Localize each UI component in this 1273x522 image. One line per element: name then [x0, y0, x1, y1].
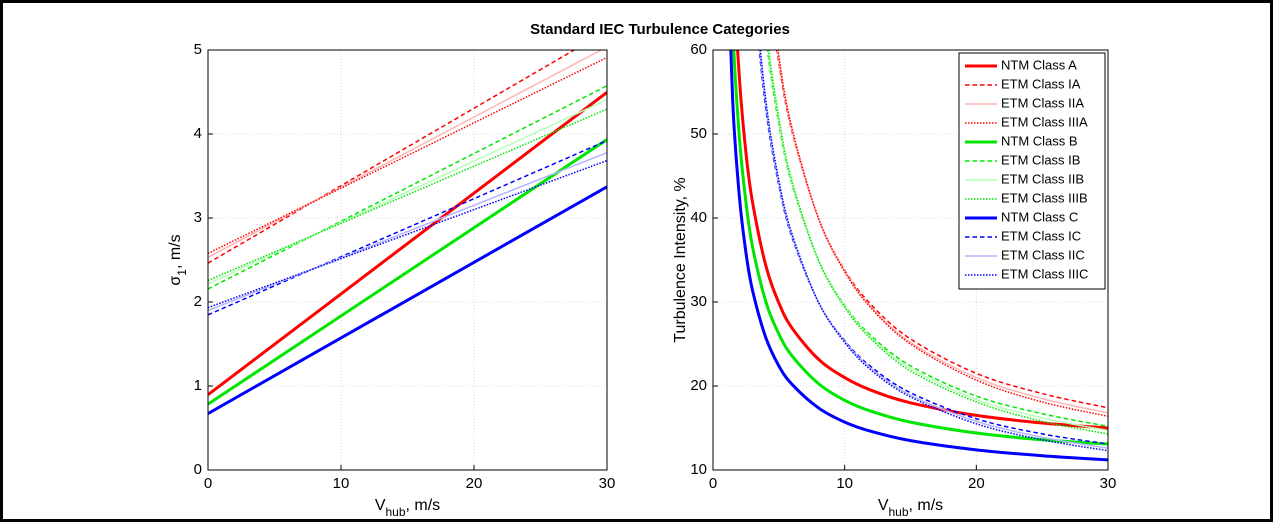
- axis-label-part: Turbulence Intensity, %: [672, 177, 689, 342]
- axis-label-part: , m/s: [909, 497, 944, 514]
- y-tick-label: 1: [194, 377, 202, 394]
- legend-box: [958, 52, 1106, 290]
- series-line: [758, 50, 1108, 445]
- series-line: [208, 138, 607, 406]
- axis-label-part: V: [375, 497, 386, 514]
- axis-label-part: 1: [175, 269, 189, 276]
- series-line: [208, 91, 607, 396]
- legend-label: ETM Class IIC: [1001, 247, 1085, 262]
- series-line: [208, 151, 607, 312]
- series-line: [767, 50, 1108, 432]
- series-line: [208, 139, 607, 316]
- figure-title: Standard IEC Turbulence Categories: [530, 21, 790, 38]
- y-tick-label: 2: [194, 293, 202, 310]
- x-tick-label: 30: [1100, 475, 1117, 492]
- axis-label-part: V: [878, 497, 889, 514]
- y-tick-label: 0: [194, 461, 202, 478]
- legend-label: ETM Class IB: [1001, 152, 1080, 167]
- legend-label: ETM Class IIIA: [1001, 114, 1088, 129]
- series-line: [208, 85, 607, 290]
- series-line: [729, 50, 1108, 462]
- y-tick-label: 60: [690, 41, 707, 58]
- series-line: [736, 50, 1108, 430]
- y-tick-label: 40: [690, 209, 707, 226]
- y-tick-label: 20: [690, 377, 707, 394]
- legend-label: ETM Class IIB: [1001, 171, 1084, 186]
- y-tick-label: 10: [690, 461, 707, 478]
- series-group: [729, 50, 1108, 462]
- legend-label: NTM Class C: [1001, 209, 1078, 224]
- legend-label: NTM Class A: [1001, 57, 1077, 72]
- x-tick-label: 30: [599, 475, 616, 492]
- plot-area: [208, 50, 607, 470]
- axis-label-part: , m/s: [406, 497, 441, 514]
- series-line: [759, 50, 1108, 452]
- axis-label: Vhub, m/s: [375, 497, 440, 519]
- series-line: [208, 159, 607, 309]
- axis-label: Turbulence Intensity, %: [672, 177, 689, 342]
- y-tick-label: 5: [194, 41, 202, 58]
- series-line: [776, 50, 1108, 414]
- legend-label: ETM Class IC: [1001, 228, 1081, 243]
- axes-frame: [712, 49, 1109, 471]
- y-tick-label: 4: [194, 125, 202, 142]
- series-line: [767, 50, 1108, 435]
- series-line: [208, 99, 607, 285]
- legend-label: ETM Class IA: [1001, 76, 1081, 91]
- axis-label-part: , m/s: [167, 234, 184, 269]
- x-tick-label: 0: [204, 475, 212, 492]
- y-tick-label: 3: [194, 209, 202, 226]
- series-line: [732, 50, 1108, 446]
- axis-label: σ1, m/s: [167, 234, 189, 285]
- axis-label-part: σ: [167, 276, 184, 286]
- x-tick-label: 20: [466, 475, 483, 492]
- legend-label: ETM Class IIA: [1001, 95, 1084, 110]
- x-tick-label: 10: [333, 475, 350, 492]
- x-tick-label: 10: [836, 475, 853, 492]
- legend-label: NTM Class B: [1001, 133, 1078, 148]
- series-group: [208, 50, 607, 415]
- axis-label: Vhub, m/s: [878, 497, 943, 519]
- y-tick-label: 30: [690, 293, 707, 310]
- axis-label-part: hub: [888, 505, 908, 519]
- legend-label: ETM Class IIIC: [1001, 266, 1088, 281]
- axes-frame: [207, 49, 608, 471]
- axis-label-part: hub: [385, 505, 405, 519]
- x-tick-label: 0: [709, 475, 717, 492]
- series-line: [208, 56, 607, 255]
- series-line: [208, 108, 607, 282]
- legend-label: ETM Class IIIB: [1001, 190, 1088, 205]
- x-tick-label: 20: [968, 475, 985, 492]
- series-line: [208, 185, 607, 415]
- y-tick-label: 50: [690, 125, 707, 142]
- series-line: [208, 50, 603, 258]
